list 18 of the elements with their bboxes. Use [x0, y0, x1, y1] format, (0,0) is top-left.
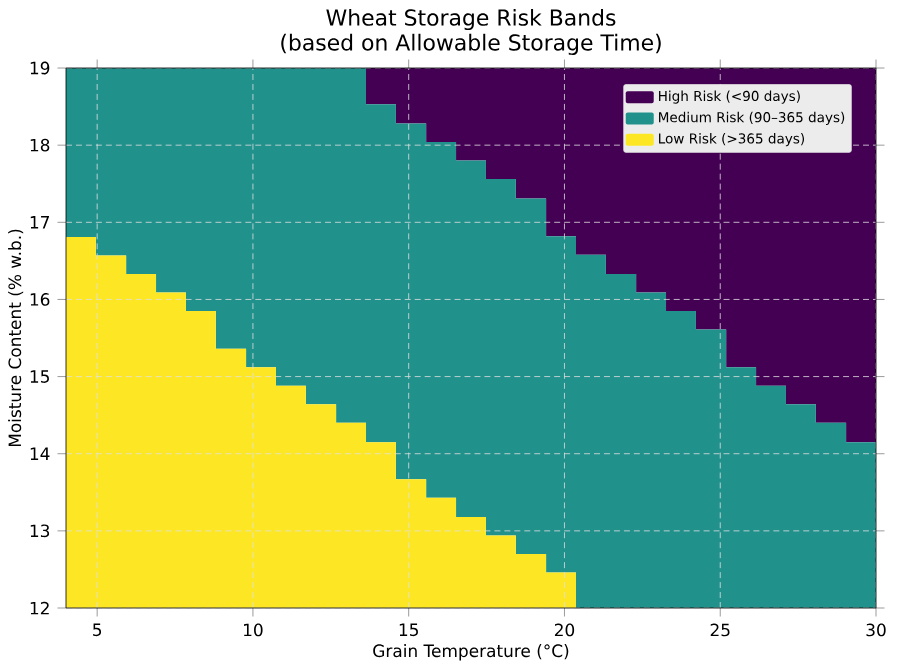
y-tick-label: 18	[30, 138, 50, 152]
y-tick-label: 15	[30, 370, 49, 383]
x-tick-label: 30	[866, 623, 886, 637]
x-axis-title: Grain Temperature (°C)	[373, 644, 569, 661]
x-tick-label: 10	[244, 623, 263, 637]
y-tick-label: 12	[30, 601, 49, 615]
y-axis-title: Moisture Content (% w.b.)	[8, 229, 24, 447]
y-tick-label: 13	[30, 524, 50, 538]
x-tick-label: 15	[399, 623, 418, 637]
y-tick-label: 17	[30, 216, 50, 229]
chart-title: Wheat Storage Risk Bands	[326, 8, 616, 31]
y-tick-label: 16	[30, 293, 50, 306]
y-tick-label: 14	[30, 447, 50, 460]
x-tick-label: 5	[93, 623, 102, 637]
x-tick-label: 20	[554, 623, 575, 637]
x-tick-label: 25	[710, 623, 730, 637]
y-tick-label: 19	[30, 61, 50, 75]
chart-subtitle: (based on Allowable Storage Time)	[281, 33, 661, 55]
